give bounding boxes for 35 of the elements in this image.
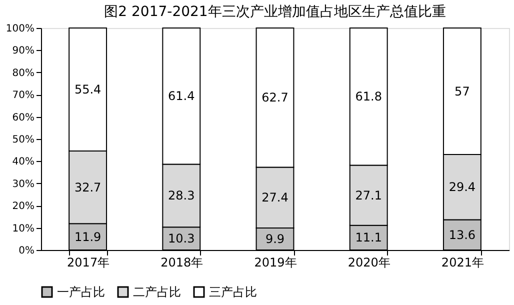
data-label: 55.4 [74, 82, 102, 96]
data-label: 13.6 [448, 228, 476, 242]
data-label: 10.3 [168, 232, 195, 246]
y-tick-label: 10% [12, 223, 34, 234]
data-label: 11.9 [74, 230, 102, 244]
data-label: 11.1 [355, 230, 382, 245]
y-tick-label: 30% [12, 178, 34, 190]
data-label: 61.8 [355, 90, 382, 104]
chart-title: 图2 2017-2021年三次产业增加值占地区生产总值比重 [104, 4, 446, 20]
data-label: 62.7 [262, 90, 288, 105]
y-tick-label: 70% [12, 90, 34, 102]
y-tick-label: 0% [18, 246, 34, 256]
y-tick-label: 100% [6, 24, 34, 34]
x-tick-label: 2018年 [160, 256, 204, 270]
data-label: 9.9 [265, 232, 285, 246]
y-tick-label: 60% [12, 112, 34, 124]
legend-label: 三产占比 [209, 285, 257, 299]
data-label: 28.3 [168, 188, 195, 203]
data-label: 61.4 [168, 89, 195, 104]
y-tick-label: 20% [12, 201, 34, 212]
x-tick-label: 2019年 [254, 256, 297, 270]
y-tick-label: 80% [12, 68, 34, 79]
data-label: 57 [454, 84, 470, 98]
x-tick-label: 2017年 [67, 256, 110, 270]
data-label: 27.1 [355, 188, 382, 202]
y-tick-label: 40% [12, 156, 34, 168]
data-label: 32.7 [74, 180, 102, 194]
data-label: 29.4 [448, 180, 476, 194]
y-tick-label: 90% [12, 46, 34, 57]
x-tick-label: 2020年 [348, 256, 390, 270]
legend-label: 二产占比 [133, 285, 181, 299]
data-label: 27.4 [262, 190, 288, 205]
legend-label: 一产占比 [57, 285, 105, 299]
x-tick-label: 2021年 [441, 256, 484, 270]
y-tick-label: 50% [12, 134, 34, 146]
